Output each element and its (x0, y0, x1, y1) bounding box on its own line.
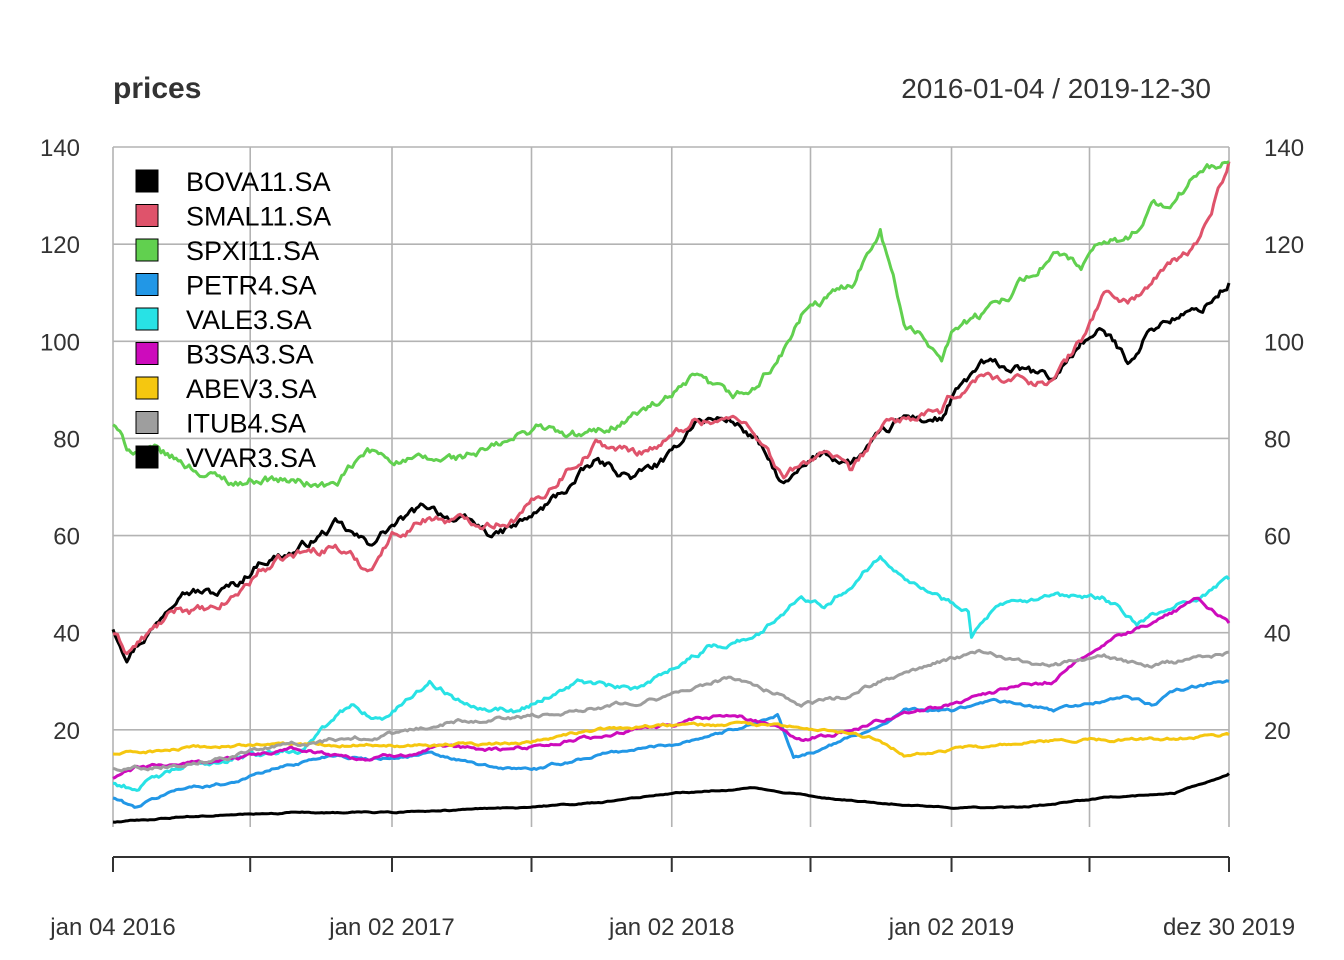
y-tick-label-right: 100 (1264, 329, 1304, 356)
y-tick-label-right: 120 (1264, 232, 1304, 259)
x-tick-label: jan 02 2017 (328, 914, 454, 941)
legend-swatch (135, 307, 159, 331)
legend-label: SPXI11.SA (186, 236, 319, 266)
y-tick-label-right: 40 (1264, 621, 1291, 648)
legend-swatch (135, 238, 159, 262)
series-line-itub4-sa (112, 648, 1230, 773)
series-line-smal11-sa (112, 161, 1231, 656)
legend-swatch (135, 169, 159, 193)
y-tick-label-left: 100 (40, 329, 80, 356)
y-tick-label-right: 140 (1264, 135, 1304, 162)
y-tick-label-right: 20 (1264, 718, 1291, 745)
legend-label: SMAL11.SA (186, 202, 331, 232)
x-tick-label: jan 02 2019 (888, 914, 1014, 941)
series-layer (111, 160, 1231, 824)
legend-label: ITUB4.SA (186, 409, 306, 439)
y-tick-label-left: 60 (53, 524, 80, 551)
legend-swatch (135, 445, 159, 469)
y-tick-label-left: 120 (40, 232, 80, 259)
y-tick-label-left: 20 (53, 718, 80, 745)
legend-label: ABEV3.SA (186, 374, 317, 404)
series-line-vale3-sa (113, 555, 1231, 792)
x-tick-label: jan 02 2018 (608, 914, 734, 941)
y-tick-label-left: 40 (53, 621, 80, 648)
y-tick-label-right: 60 (1264, 524, 1291, 551)
series-line-bova11-sa (111, 282, 1231, 664)
legend: BOVA11.SA SMAL11.SA SPXI11.SA PETR4.SA VALE3… (135, 167, 331, 473)
x-tick-label: jan 04 2016 (49, 914, 175, 941)
legend-swatch (135, 204, 159, 227)
legend-label: PETR4.SA (186, 271, 317, 301)
legend-swatch (135, 411, 159, 434)
series-line-spxi11-sa (112, 160, 1230, 489)
y-tick-label-right: 80 (1264, 426, 1291, 453)
x-tick-label: dez 30 2019 (1163, 914, 1295, 941)
date-range-label: 2016-01-04 / 2019-12-30 (901, 73, 1211, 104)
y-tick-label-left: 80 (53, 426, 80, 453)
chart-title: prices (113, 72, 201, 105)
series-line-petr4-sa (112, 679, 1230, 809)
legend-swatch (135, 342, 159, 365)
legend-label: VALE3.SA (186, 305, 312, 335)
legend-swatch (135, 273, 159, 296)
axis-layer: 20 20 40 40 60 60 80 80 100 100 120 120 140 140 jan 04… (40, 135, 1304, 941)
series-line-vvar3-sa (112, 772, 1230, 824)
legend-label: VVAR3.SA (186, 443, 316, 473)
y-tick-label-left: 140 (40, 135, 80, 162)
grid-layer (112, 146, 1230, 827)
legend-swatch (135, 376, 159, 400)
legend-label: B3SA3.SA (186, 340, 314, 370)
legend-label: BOVA11.SA (186, 167, 331, 197)
